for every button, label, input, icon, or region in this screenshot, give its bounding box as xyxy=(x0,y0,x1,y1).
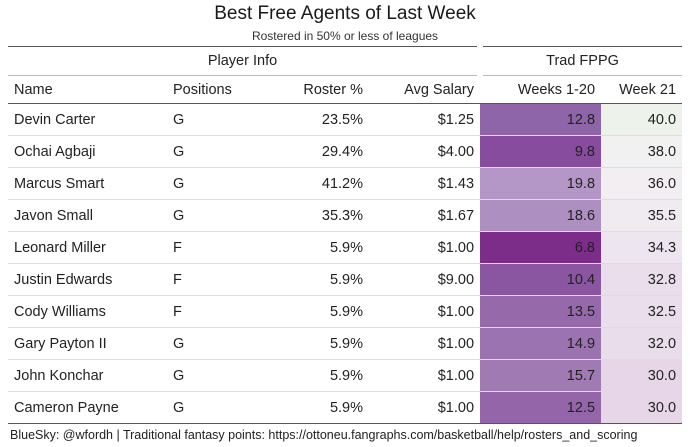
cell-name: Leonard Miller xyxy=(8,231,167,264)
cell-week-21: 32.8 xyxy=(601,263,683,296)
table-row: Javon Small G 35.3% $1.67 18.6 35.5 xyxy=(8,199,683,232)
table-row: Justin Edwards F 5.9% $9.00 10.4 32.8 xyxy=(8,263,683,296)
cell-week-21: 35.5 xyxy=(601,199,683,232)
cell-weeks-1-20: 15.7 xyxy=(480,359,602,392)
table-row: Cody Williams F 5.9% $1.00 13.5 32.5 xyxy=(8,295,683,328)
cell-avg-salary: $1.00 xyxy=(369,391,481,424)
group-header-trad-fppg: Trad FPPG xyxy=(477,46,683,76)
table-row: John Konchar G 5.9% $1.00 15.7 30.0 xyxy=(8,359,683,392)
column-header-positions: Positions xyxy=(167,75,261,104)
table-row: Gary Payton II G 5.9% $1.00 14.9 32.0 xyxy=(8,327,683,360)
cell-positions: G xyxy=(167,103,261,136)
cell-weeks-1-20: 12.5 xyxy=(480,391,602,424)
cell-positions: G xyxy=(167,199,261,232)
cell-roster-pct: 5.9% xyxy=(261,231,369,264)
cell-name: John Konchar xyxy=(8,359,167,392)
cell-positions: F xyxy=(167,295,261,328)
cell-avg-salary: $1.00 xyxy=(369,327,481,360)
cell-avg-salary: $9.00 xyxy=(369,263,481,296)
cell-week-21: 30.0 xyxy=(601,359,683,392)
cell-roster-pct: 5.9% xyxy=(261,295,369,328)
cell-week-21: 32.0 xyxy=(601,327,683,360)
cell-name: Ochai Agbaji xyxy=(8,135,167,168)
chart-title: Best Free Agents of Last Week xyxy=(214,3,476,24)
cell-positions: G xyxy=(167,135,261,168)
cell-name: Devin Carter xyxy=(8,103,167,136)
footer-credit: BlueSky: @wfordh | Traditional fantasy p… xyxy=(10,428,638,442)
table-row: Devin Carter G 23.5% $1.25 12.8 40.0 xyxy=(8,103,683,136)
cell-weeks-1-20: 9.8 xyxy=(480,135,602,168)
group-header-player-info: Player Info xyxy=(8,46,481,76)
cell-avg-salary: $4.00 xyxy=(369,135,481,168)
table-row: Marcus Smart G 41.2% $1.43 19.8 36.0 xyxy=(8,167,683,200)
cell-avg-salary: $1.25 xyxy=(369,103,481,136)
cell-weeks-1-20: 18.6 xyxy=(480,199,602,232)
column-header-avg-salary: Avg Salary xyxy=(369,75,481,104)
cell-avg-salary: $1.00 xyxy=(369,359,481,392)
free-agents-table: Player Info Trad FPPG Name Positions Ros… xyxy=(8,46,683,424)
cell-positions: G xyxy=(167,167,261,200)
cell-week-21: 32.5 xyxy=(601,295,683,328)
cell-week-21: 36.0 xyxy=(601,167,683,200)
cell-roster-pct: 5.9% xyxy=(261,263,369,296)
cell-weeks-1-20: 14.9 xyxy=(480,327,602,360)
table-row: Cameron Payne G 5.9% $1.00 12.5 30.0 xyxy=(8,391,683,424)
cell-weeks-1-20: 19.8 xyxy=(480,167,602,200)
cell-roster-pct: 41.2% xyxy=(261,167,369,200)
cell-avg-salary: $1.43 xyxy=(369,167,481,200)
cell-name: Cameron Payne xyxy=(8,391,167,424)
cell-weeks-1-20: 13.5 xyxy=(480,295,602,328)
cell-week-21: 40.0 xyxy=(601,103,683,136)
cell-name: Gary Payton II xyxy=(8,327,167,360)
cell-name: Justin Edwards xyxy=(8,263,167,296)
cell-positions: F xyxy=(167,263,261,296)
chart-subtitle: Rostered in 50% or less of leagues xyxy=(251,29,439,43)
column-header-roster-pct: Roster % xyxy=(261,75,369,104)
cell-roster-pct: 5.9% xyxy=(261,327,369,360)
cell-positions: G xyxy=(167,327,261,360)
cell-weeks-1-20: 10.4 xyxy=(480,263,602,296)
table-row: Leonard Miller F 5.9% $1.00 6.8 34.3 xyxy=(8,231,683,264)
cell-name: Marcus Smart xyxy=(8,167,167,200)
column-header-weeks-1-20: Weeks 1-20 xyxy=(480,75,602,104)
cell-week-21: 38.0 xyxy=(601,135,683,168)
table-body: Devin Carter G 23.5% $1.25 12.8 40.0 Ochai Agb… xyxy=(8,103,683,424)
cell-weeks-1-20: 12.8 xyxy=(480,103,602,136)
cell-roster-pct: 23.5% xyxy=(261,103,369,136)
cell-avg-salary: $1.00 xyxy=(369,295,481,328)
cell-positions: G xyxy=(167,359,261,392)
cell-avg-salary: $1.67 xyxy=(369,199,481,232)
cell-week-21: 30.0 xyxy=(601,391,683,424)
cell-positions: G xyxy=(167,391,261,424)
cell-roster-pct: 35.3% xyxy=(261,199,369,232)
cell-roster-pct: 5.9% xyxy=(261,391,369,424)
cell-weeks-1-20: 6.8 xyxy=(480,231,602,264)
column-header-week-21: Week 21 xyxy=(601,75,683,104)
cell-roster-pct: 29.4% xyxy=(261,135,369,168)
cell-positions: F xyxy=(167,231,261,264)
cell-avg-salary: $1.00 xyxy=(369,231,481,264)
cell-name: Javon Small xyxy=(8,199,167,232)
column-header-name: Name xyxy=(8,75,167,104)
cell-week-21: 34.3 xyxy=(601,231,683,264)
cell-name: Cody Williams xyxy=(8,295,167,328)
table-row: Ochai Agbaji G 29.4% $4.00 9.8 38.0 xyxy=(8,135,683,168)
cell-roster-pct: 5.9% xyxy=(261,359,369,392)
